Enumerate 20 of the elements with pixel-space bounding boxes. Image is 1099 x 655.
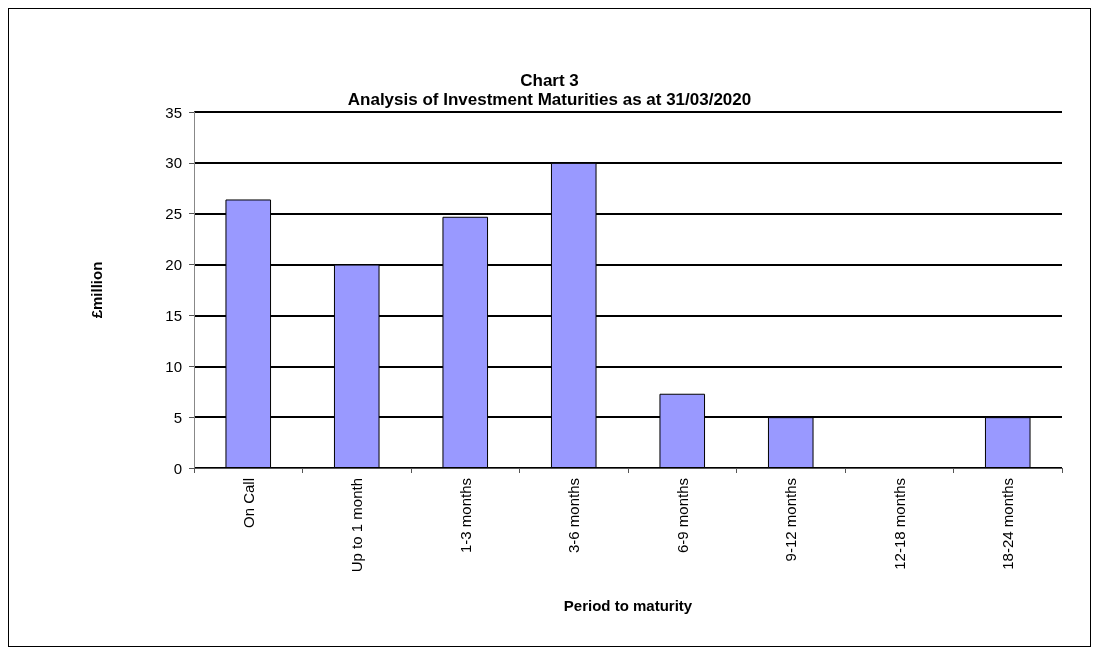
y-tick-label: 30 [165, 154, 182, 172]
y-tick-label: 35 [165, 103, 182, 121]
x-tick-label: On Call [239, 478, 257, 529]
y-tick-label: 20 [165, 256, 182, 274]
x-tick-label: 12-18 months [890, 478, 908, 570]
x-tick-label: 1-3 months [456, 478, 474, 554]
chart-subtitle: Analysis of Investment Maturities as at 31/03/2020 [347, 90, 752, 109]
y-tick-label: 0 [173, 459, 182, 477]
x-tick-label: 18-24 months [999, 478, 1017, 570]
y-tick-label: 15 [165, 306, 182, 324]
x-axis-title: Period to maturity [563, 597, 693, 614]
y-tick-label: 5 [173, 408, 182, 426]
x-tick-label: 6-9 months [673, 478, 691, 554]
y-tick-label: 25 [165, 205, 182, 223]
chart-title: Chart 3 [520, 71, 579, 90]
x-tick-label: 9-12 months [782, 478, 800, 562]
x-tick-label: 3-6 months [565, 478, 583, 554]
x-tick-label: Up to 1 month [348, 478, 366, 573]
y-tick-label: 10 [165, 357, 182, 375]
y-axis-title: £million [88, 261, 105, 319]
